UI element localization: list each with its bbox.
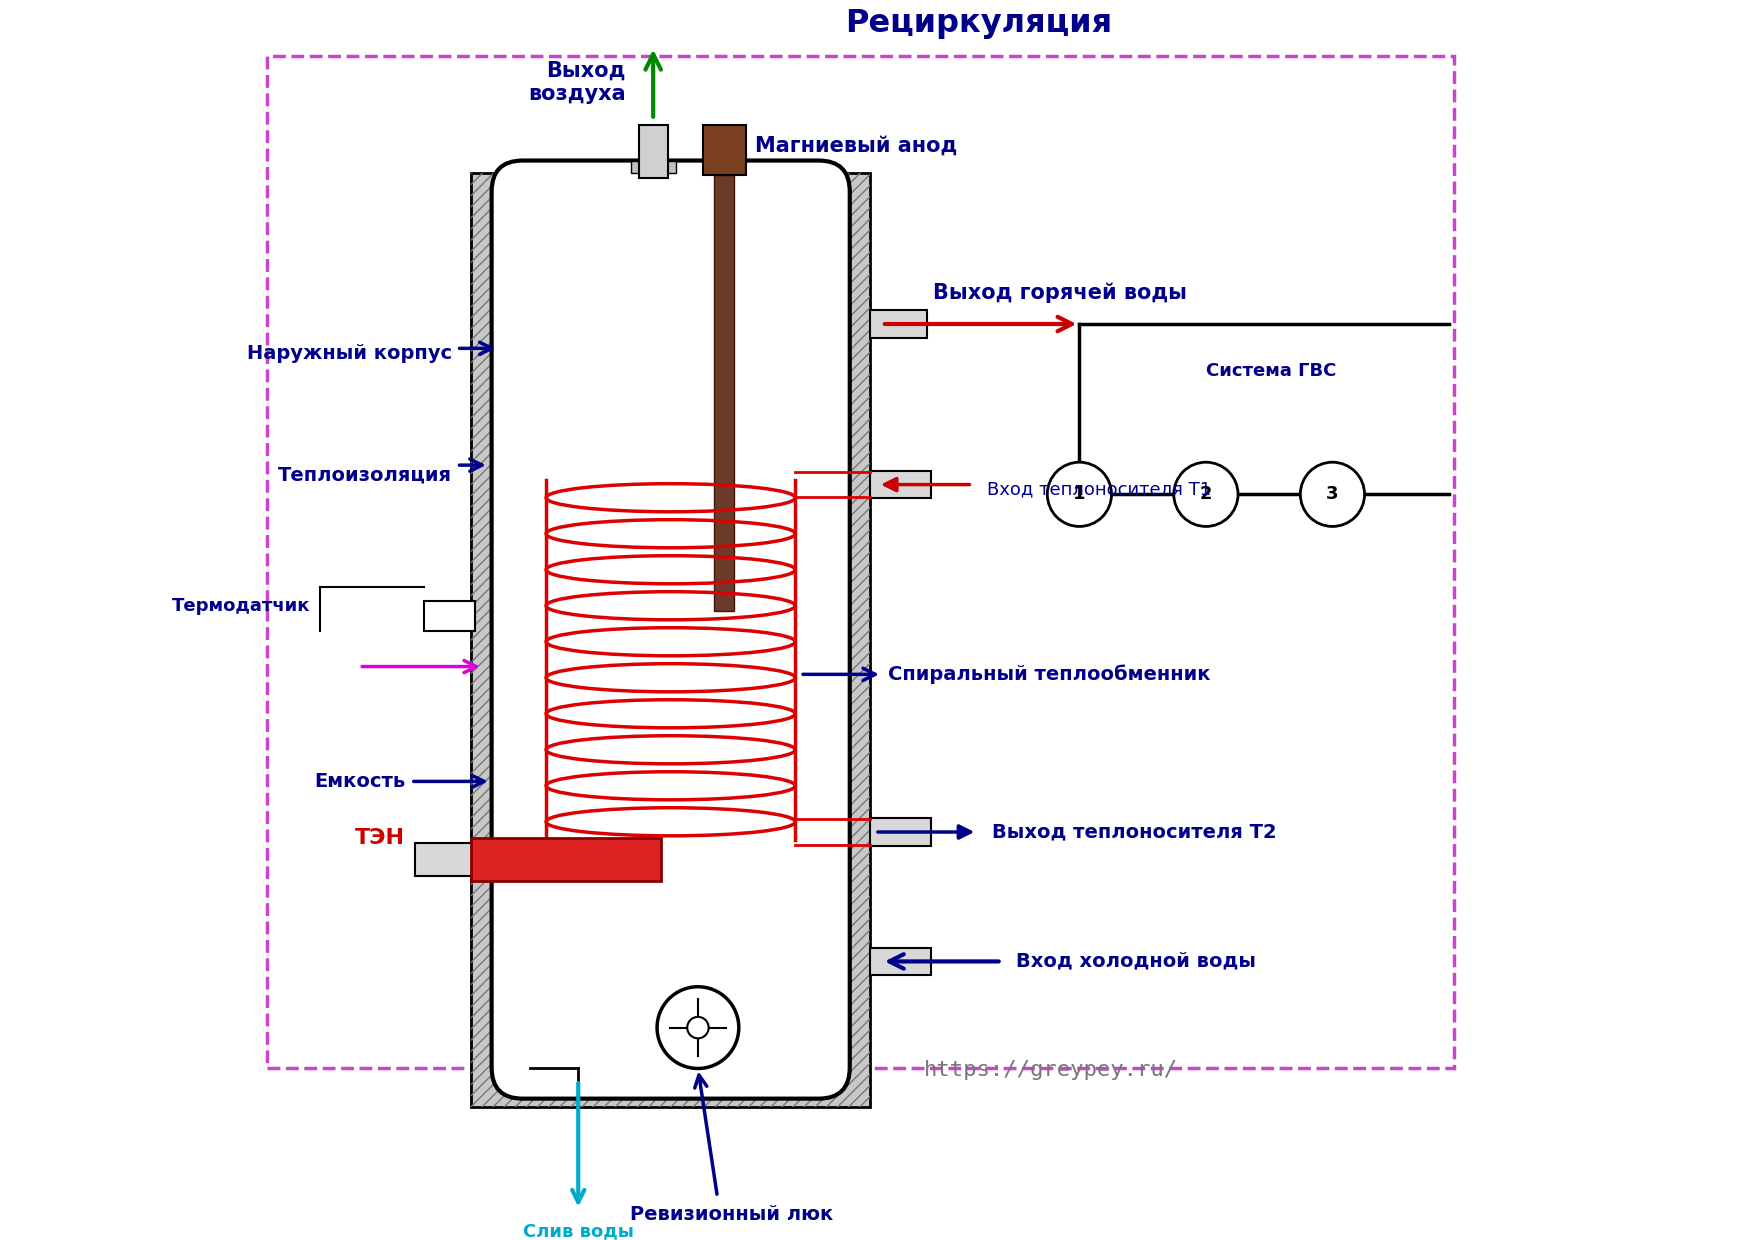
Bar <box>703 124 745 175</box>
Bar <box>424 601 475 631</box>
Circle shape <box>658 987 738 1069</box>
Text: Термодатчик: Термодатчик <box>172 598 310 615</box>
Bar <box>414 843 475 875</box>
Text: Теплоизоляция: Теплоизоляция <box>277 465 453 485</box>
Text: Емкость: Емкость <box>314 773 405 791</box>
Bar <box>631 160 675 174</box>
Text: Выход теплоносителя Т2: Выход теплоносителя Т2 <box>991 822 1277 842</box>
Text: 2: 2 <box>1200 485 1212 503</box>
Text: Вход теплоносителя Т1: Вход теплоносителя Т1 <box>988 480 1210 498</box>
Text: Спиральный теплообменник: Спиральный теплообменник <box>888 665 1210 684</box>
Text: Магниевый анод: Магниевый анод <box>756 136 958 156</box>
Text: Рециркуляция: Рециркуляция <box>845 7 1112 38</box>
Circle shape <box>1300 463 1365 527</box>
Bar <box>870 471 931 498</box>
FancyBboxPatch shape <box>491 160 849 1099</box>
Text: Система ГВС: Система ГВС <box>1207 362 1337 379</box>
Text: ТЭН: ТЭН <box>354 827 405 848</box>
Circle shape <box>688 1017 709 1038</box>
Bar <box>472 838 661 880</box>
Text: https://greypey.ru/: https://greypey.ru/ <box>924 1060 1179 1080</box>
Bar <box>870 947 931 975</box>
Text: Наружный корпус: Наружный корпус <box>247 343 453 363</box>
Bar <box>472 174 870 1107</box>
Circle shape <box>1173 463 1238 527</box>
Bar <box>472 174 870 1107</box>
Text: Слив воды: Слив воды <box>523 1223 633 1240</box>
Bar <box>870 310 926 337</box>
Text: 1: 1 <box>1073 485 1086 503</box>
Bar <box>638 124 668 179</box>
Bar <box>510 179 831 1080</box>
Bar <box>870 818 931 846</box>
Text: Выход горячей воды: Выход горячей воды <box>933 283 1187 303</box>
Text: 3: 3 <box>1326 485 1338 503</box>
Text: Выход
воздуха: Выход воздуха <box>528 61 626 104</box>
Text: Ревизионный люк: Ревизионный люк <box>630 1205 833 1224</box>
Bar <box>714 175 733 611</box>
Circle shape <box>1047 463 1112 527</box>
Text: Вход холодной воды: Вход холодной воды <box>1016 952 1256 971</box>
